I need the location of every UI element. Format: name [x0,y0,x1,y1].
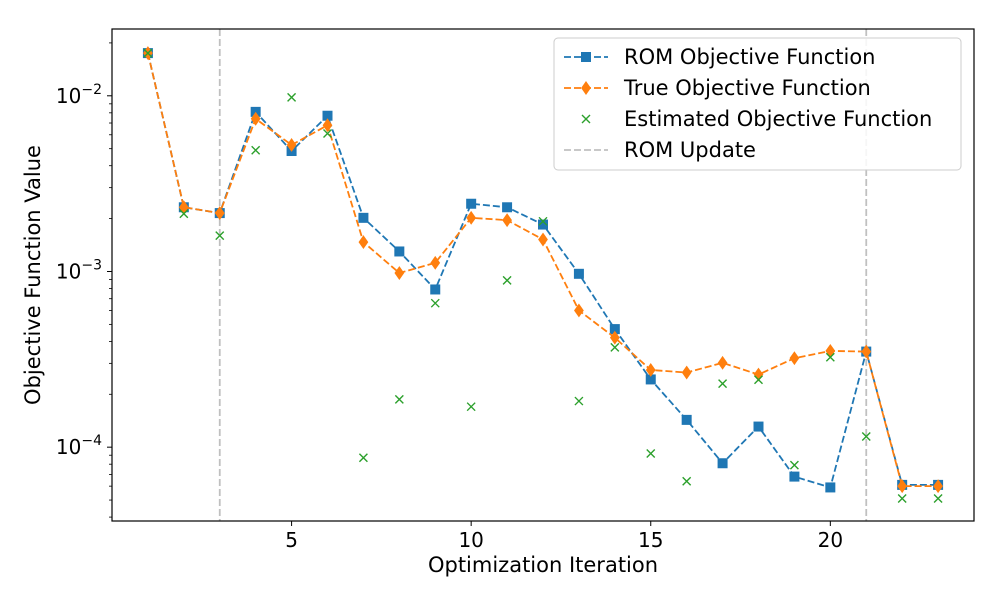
data-point [682,476,692,486]
data-point [322,118,333,133]
legend-marker [581,81,591,95]
legend: ROM Objective Function True Objective Fun… [553,37,962,171]
data-point [753,421,764,432]
data-point [789,351,800,366]
y-tick-label: 10−4 [56,433,102,459]
data-point [287,92,297,102]
data-point [718,379,728,389]
data-point [538,232,548,247]
data-point [466,402,476,412]
data-point [430,255,441,270]
y-axis-ticks: 10−2 10−3 10−4 [56,42,112,518]
x-tick-label: 15 [638,528,663,552]
data-point [430,298,440,308]
series-3 [143,48,943,504]
data-point [251,145,261,155]
data-point [645,363,656,377]
data-point [717,355,728,370]
legend-item: Estimated Objective Function [581,107,932,131]
legend-item: ROM Update [564,138,756,162]
data-point [610,342,620,352]
data-point [394,266,405,280]
data-point [215,231,225,241]
data-point [250,111,261,126]
legend-label: ROM Update [624,138,756,162]
y-tick-label: 10−3 [56,257,102,283]
data-point [933,479,943,494]
data-point [502,213,512,228]
data-point [609,330,620,345]
data-point [681,365,692,380]
x-axis-label: Optimization Iteration [428,553,658,577]
data-point [358,235,369,250]
data-point [861,344,872,359]
data-point [394,394,404,404]
data-point [466,210,477,225]
data-point [179,209,189,219]
legend-item: ROM Objective Function [564,45,876,69]
legend-box [553,37,962,171]
data-point [717,458,728,469]
data-point [214,206,225,221]
data-point [646,449,656,459]
legend-label: ROM Objective Function [624,45,876,69]
x-tick-label: 20 [818,528,843,552]
data-point [538,216,548,226]
data-point [394,246,405,257]
y-tick-label: 10−2 [56,82,102,108]
data-point [861,432,871,442]
data-point [574,396,584,406]
series-group [142,46,944,504]
data-point [789,471,800,482]
data-point [502,275,512,285]
data-point [825,482,836,493]
data-point [466,198,477,209]
x-tick-label: 5 [285,528,298,552]
legend-marker [581,52,591,62]
data-point [897,494,907,504]
data-point [502,202,513,213]
legend-marker [581,114,591,124]
data-point [754,375,763,385]
data-point [323,129,332,139]
data-point [286,138,297,152]
x-axis-ticks: 5 10 15 20 [285,521,843,552]
data-point [430,284,441,295]
data-point [573,268,584,279]
data-point [933,494,943,504]
data-point [897,479,908,494]
legend-label: True Objective Function [623,76,871,100]
legend-item: True Objective Function [564,76,871,100]
data-point [358,212,369,223]
y-axis-label: Objective Function Value [21,145,45,405]
legend-label: Estimated Objective Function [624,107,932,131]
x-tick-label: 10 [458,528,483,552]
data-point [358,453,368,463]
data-point [538,219,548,230]
data-point [574,303,584,318]
data-point [789,460,799,470]
data-point [143,48,153,58]
data-point [825,352,835,362]
plot-frame [111,28,975,522]
data-point [681,414,692,425]
